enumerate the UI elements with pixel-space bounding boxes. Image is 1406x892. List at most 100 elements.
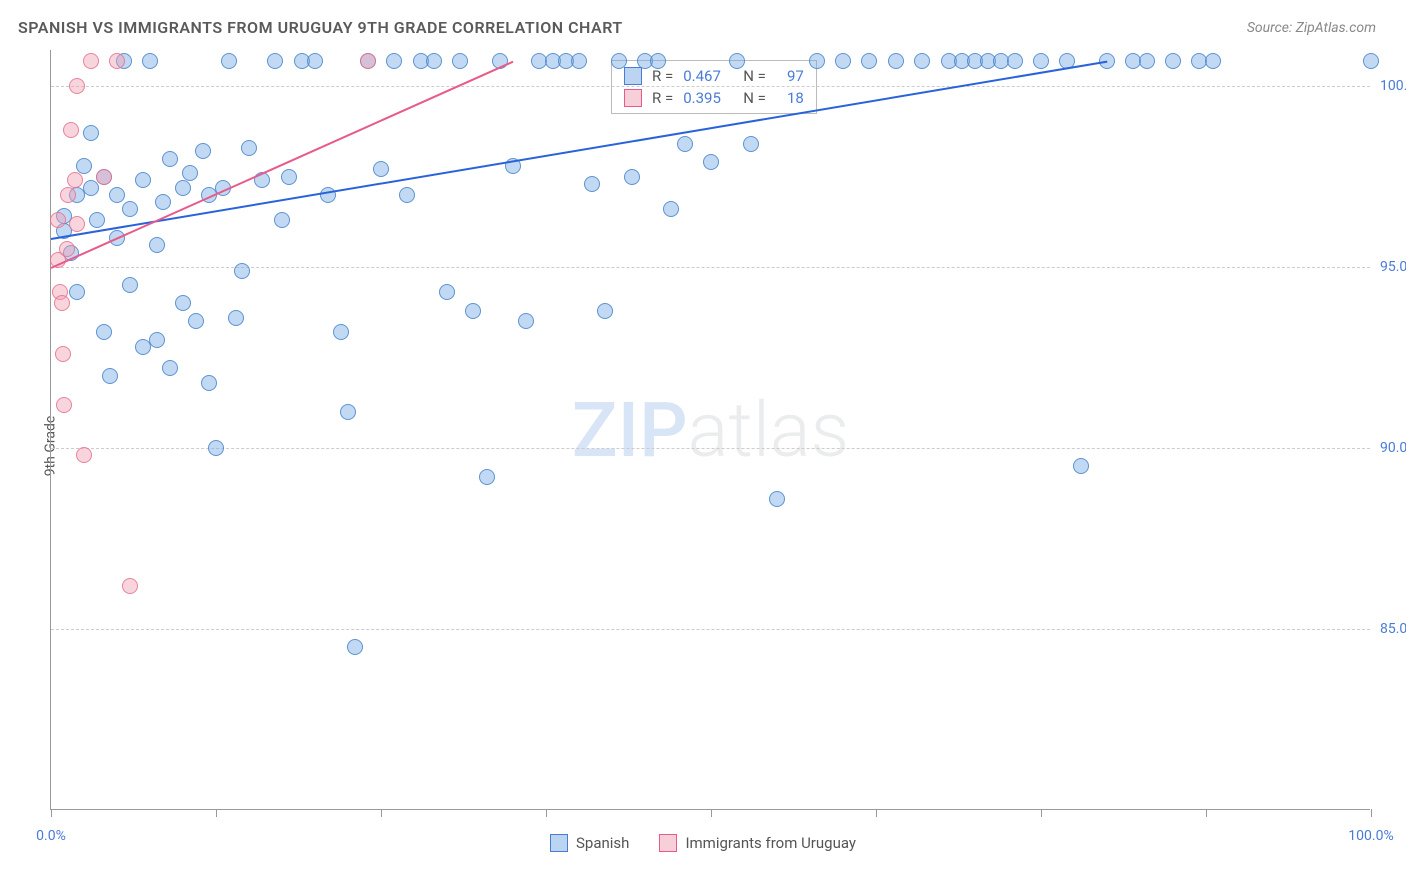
gridline — [51, 448, 1370, 449]
swatch-pink — [659, 834, 677, 852]
n-value: 18 — [776, 89, 804, 107]
data-point — [208, 440, 224, 456]
data-point — [888, 53, 904, 69]
xtick — [216, 809, 217, 817]
legend-label: Immigrants from Uruguay — [685, 834, 856, 852]
data-point — [1073, 458, 1089, 474]
r-value: 0.467 — [683, 67, 733, 85]
data-point — [89, 212, 105, 228]
n-value: 97 — [776, 67, 804, 85]
data-point — [1165, 53, 1181, 69]
chart-title: SPANISH VS IMMIGRANTS FROM URUGUAY 9TH G… — [18, 18, 623, 37]
data-point — [109, 187, 125, 203]
data-point — [188, 313, 204, 329]
swatch-pink — [624, 89, 642, 107]
data-point — [518, 313, 534, 329]
data-point — [1205, 53, 1221, 69]
stats-row: R =0.395N =18 — [612, 87, 816, 109]
data-point — [452, 53, 468, 69]
data-point — [399, 187, 415, 203]
data-point — [102, 368, 118, 384]
data-point — [83, 53, 99, 69]
data-point — [149, 237, 165, 253]
data-point — [333, 324, 349, 340]
r-label: R = — [652, 89, 673, 107]
data-point — [83, 180, 99, 196]
data-point — [69, 216, 85, 232]
gridline — [51, 86, 1370, 87]
data-point — [122, 578, 138, 594]
data-point — [479, 469, 495, 485]
legend-item: Immigrants from Uruguay — [659, 834, 856, 852]
data-point — [50, 212, 66, 228]
data-point — [54, 295, 70, 311]
trendline — [51, 61, 514, 269]
data-point — [1363, 53, 1379, 69]
xtick — [381, 809, 382, 817]
xtick — [1206, 809, 1207, 817]
data-point — [122, 201, 138, 217]
data-point — [386, 53, 402, 69]
data-point — [743, 136, 759, 152]
n-label: N = — [743, 67, 766, 85]
data-point — [677, 136, 693, 152]
data-point — [307, 53, 323, 69]
data-point — [439, 284, 455, 300]
data-point — [59, 241, 75, 257]
data-point — [162, 151, 178, 167]
watermark: ZIPatlas — [572, 385, 849, 475]
data-point — [320, 187, 336, 203]
data-point — [76, 158, 92, 174]
xtick-label: 0.0% — [36, 828, 66, 844]
data-point — [241, 140, 257, 156]
data-point — [1139, 53, 1155, 69]
data-point — [182, 165, 198, 181]
data-point — [149, 332, 165, 348]
data-point — [650, 53, 666, 69]
data-point — [228, 310, 244, 326]
data-point — [584, 176, 600, 192]
data-point — [274, 212, 290, 228]
xtick — [1041, 809, 1042, 817]
data-point — [267, 53, 283, 69]
data-point — [769, 491, 785, 507]
data-point — [624, 169, 640, 185]
data-point — [67, 172, 83, 188]
legend: Spanish Immigrants from Uruguay — [550, 834, 856, 852]
data-point — [201, 375, 217, 391]
data-point — [1033, 53, 1049, 69]
r-label: R = — [652, 67, 673, 85]
data-point — [175, 295, 191, 311]
legend-item: Spanish — [550, 834, 629, 852]
n-label: N = — [743, 89, 766, 107]
xtick — [546, 809, 547, 817]
xtick — [876, 809, 877, 817]
data-point — [1007, 53, 1023, 69]
plot-area: ZIPatlas R =0.467N =97R =0.395N =18 85.0… — [50, 50, 1370, 810]
data-point — [465, 303, 481, 319]
xtick — [51, 809, 52, 817]
data-point — [663, 201, 679, 217]
xtick-label: 100.0% — [1348, 828, 1393, 844]
data-point — [69, 78, 85, 94]
data-point — [281, 169, 297, 185]
data-point — [142, 53, 158, 69]
ytick-label: 85.0% — [1380, 621, 1406, 637]
data-point — [340, 404, 356, 420]
data-point — [234, 263, 250, 279]
xtick — [1371, 809, 1372, 817]
data-point — [175, 180, 191, 196]
data-point — [60, 187, 76, 203]
data-point — [96, 324, 112, 340]
data-point — [55, 346, 71, 362]
legend-label: Spanish — [576, 834, 629, 852]
source-attribution: Source: ZipAtlas.com — [1247, 20, 1376, 36]
data-point — [729, 53, 745, 69]
data-point — [162, 360, 178, 376]
data-point — [109, 53, 125, 69]
data-point — [835, 53, 851, 69]
swatch-blue — [624, 67, 642, 85]
data-point — [96, 169, 112, 185]
xtick — [711, 809, 712, 817]
data-point — [195, 143, 211, 159]
